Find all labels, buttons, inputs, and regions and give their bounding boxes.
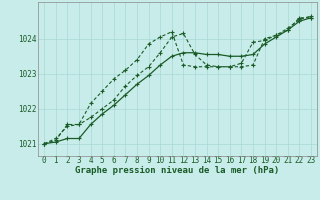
X-axis label: Graphe pression niveau de la mer (hPa): Graphe pression niveau de la mer (hPa) bbox=[76, 166, 280, 175]
